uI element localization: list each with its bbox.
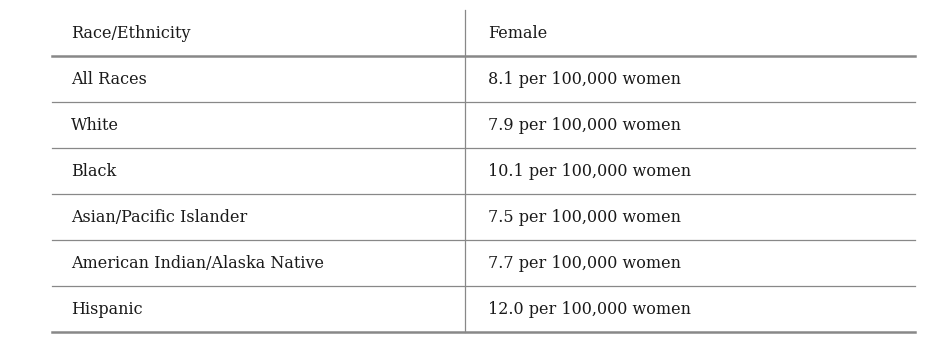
Text: Asian/Pacific Islander: Asian/Pacific Islander (71, 208, 247, 226)
Text: White: White (71, 117, 119, 133)
Text: 8.1 per 100,000 women: 8.1 per 100,000 women (488, 71, 682, 87)
Text: 10.1 per 100,000 women: 10.1 per 100,000 women (488, 162, 691, 180)
Text: 12.0 per 100,000 women: 12.0 per 100,000 women (488, 301, 691, 318)
Text: Race/Ethnicity: Race/Ethnicity (71, 24, 191, 42)
Text: Black: Black (71, 162, 117, 180)
Text: American Indian/Alaska Native: American Indian/Alaska Native (71, 255, 324, 271)
Text: Female: Female (488, 24, 548, 42)
Text: 7.5 per 100,000 women: 7.5 per 100,000 women (488, 208, 682, 226)
Text: 7.9 per 100,000 women: 7.9 per 100,000 women (488, 117, 682, 133)
Text: 7.7 per 100,000 women: 7.7 per 100,000 women (488, 255, 682, 271)
Text: Hispanic: Hispanic (71, 301, 143, 318)
Text: All Races: All Races (71, 71, 147, 87)
